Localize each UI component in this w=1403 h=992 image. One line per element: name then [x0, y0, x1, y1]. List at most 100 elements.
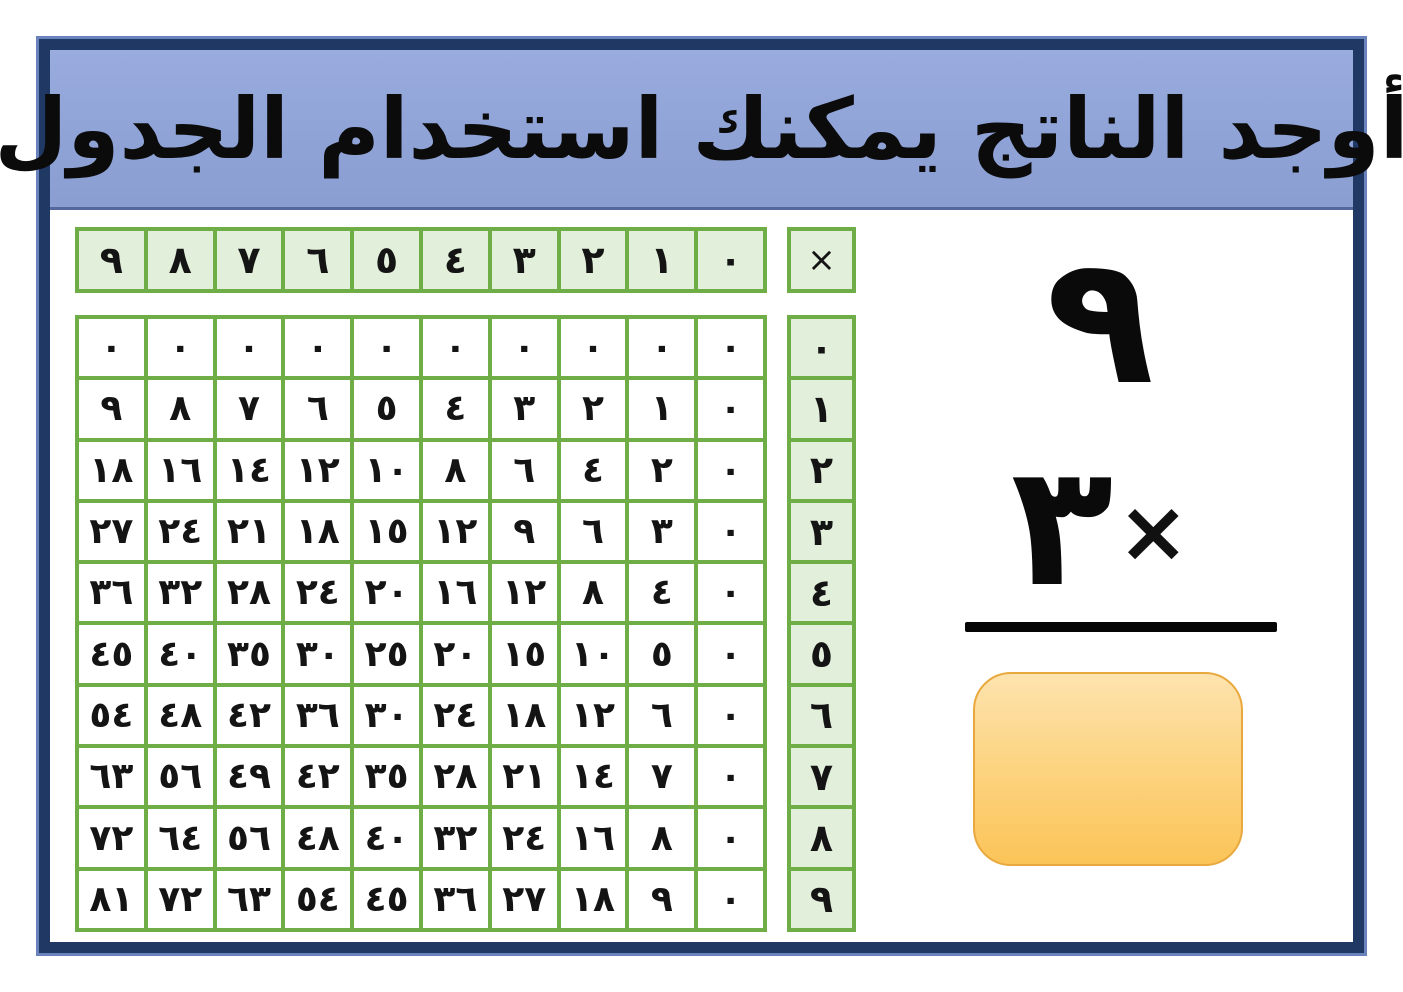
table-cell: ٤: [421, 378, 490, 440]
table-cell: ٠: [696, 378, 765, 440]
table-cell: ٦٣: [77, 746, 146, 808]
table-cell: ٩: [489, 500, 559, 563]
table-cell: ١٢: [489, 562, 559, 624]
table-cell: ٢٧: [77, 500, 146, 563]
table-cell: ٤٥: [352, 868, 421, 930]
table-cell: ١٦: [145, 439, 215, 501]
column-header-cell: ١: [627, 229, 697, 291]
table-cell: ١٢: [421, 500, 490, 563]
table-cell: ٦: [627, 684, 697, 747]
table-cell: ٠: [421, 317, 490, 379]
title-banner: أوجد الناتج يمكنك استخدام الجدول: [0, 50, 1403, 210]
table-cell: ٨: [558, 562, 628, 624]
table-cell: ١٨: [283, 500, 353, 563]
row-header-cell: ٨: [789, 807, 854, 869]
problem-top-operand: ٩: [1045, 217, 1155, 424]
table-cell: ١٨: [558, 868, 628, 930]
table-cell: ٥: [352, 378, 421, 440]
row-header-cell: ٢: [789, 439, 854, 501]
row-header-cell: ٩: [789, 868, 854, 930]
table-cell: ٤: [627, 562, 697, 624]
table-cell: ٠: [214, 317, 284, 379]
column-header-cell: ٠: [696, 229, 765, 291]
table-cell: ١٠: [352, 439, 421, 501]
column-header-cell: ٩: [77, 229, 146, 291]
table-cell: ٥٤: [77, 684, 146, 747]
table-cell: ٢١: [489, 746, 559, 808]
table-cell: ٠: [558, 317, 628, 379]
answer-box[interactable]: [973, 672, 1243, 866]
table-cell: ٣٥: [214, 623, 284, 685]
table-cell: ٤٨: [283, 807, 353, 869]
table-cell: ١٥: [352, 500, 421, 563]
table-cell: ٣٦: [283, 684, 353, 747]
table-cell: ٧: [214, 378, 284, 440]
table-cell: ٣٠: [283, 623, 353, 685]
table-cell: ٤٢: [283, 746, 353, 808]
column-header-cell: ٣: [489, 229, 559, 291]
table-cell: ٤: [558, 439, 628, 501]
row-header-cell: ٦: [789, 684, 854, 747]
table-cell: ٢٠: [352, 562, 421, 624]
table-cell: ٨: [421, 439, 490, 501]
table-cell: ٠: [696, 439, 765, 501]
table-cell: ٢٨: [214, 562, 284, 624]
table-cell: ٩: [627, 868, 697, 930]
column-header-cell: ٢: [558, 229, 628, 291]
table-cell: ٢٤: [421, 684, 490, 747]
table-cell: ١: [627, 378, 697, 440]
table-cell: ٤٩: [214, 746, 284, 808]
table-cell: ١٤: [214, 439, 284, 501]
column-header-cell: ٨: [145, 229, 215, 291]
table-cell: ١٦: [421, 562, 490, 624]
table-cell: ٣٦: [77, 562, 146, 624]
column-header-cell: ٧: [214, 229, 284, 291]
answer-line: [965, 622, 1277, 632]
table-cell: ٢٤: [145, 500, 215, 563]
table-cell: ١٢: [283, 439, 353, 501]
table-cell: ٦٤: [145, 807, 215, 869]
table-cell: ٨: [145, 378, 215, 440]
table-cell: ٩: [77, 378, 146, 440]
table-cell: ٧٢: [145, 868, 215, 930]
table-cell: ٢٤: [283, 562, 353, 624]
table-cell: ٠: [627, 317, 697, 379]
table-cell: ٣: [489, 378, 559, 440]
multiply-icon: ×: [807, 240, 836, 280]
table-cell: ٢٨: [421, 746, 490, 808]
table-cell: ٠: [696, 807, 765, 869]
table-cell: ١٨: [77, 439, 146, 501]
table-cell: ٠: [696, 562, 765, 624]
column-header-cell: ٤: [421, 229, 490, 291]
table-cell: ٠: [696, 868, 765, 930]
table-cell: ٠: [696, 500, 765, 563]
table-cell: ٣٥: [352, 746, 421, 808]
row-header-cell: ٤: [789, 562, 854, 624]
table-cell: ٥: [627, 623, 697, 685]
table-cell: ٧٢: [77, 807, 146, 869]
table-cell: ٠: [77, 317, 146, 379]
table-cell: ٣٢: [421, 807, 490, 869]
column-header-cell: ٥: [352, 229, 421, 291]
table-cell: ١٨: [489, 684, 559, 747]
table-cell: ٧: [627, 746, 697, 808]
table-cell: ١٥: [489, 623, 559, 685]
table-cell: ٤٥: [77, 623, 146, 685]
multiplication-table-body: ٠ ٠ ٠ ٠ ٠ ٠ ٠ ٠ ٠ ٠ ٠ ١ ٢ ٣ ٤ ٥ ٦ ٧ ٨ ٩ ٠ ٢ ٤ ٦ ٨ ١٠ ١٢ ١٤ ١٦ ١٨ ٠ ٣ ٦ ٩ ١…: [75, 315, 767, 932]
problem-bottom-row: ٣ ×: [930, 442, 1270, 610]
table-cell: ٠: [696, 746, 765, 808]
table-cell: ٣٠: [352, 684, 421, 747]
table-cell: ٦: [283, 378, 353, 440]
table-cell: ٠: [696, 317, 765, 379]
table-cell: ٨: [627, 807, 697, 869]
table-cell: ٥٦: [214, 807, 284, 869]
problem-bottom-operand: ٣: [1010, 428, 1114, 624]
row-header-cell: ٠: [789, 317, 854, 379]
table-cell: ١٤: [558, 746, 628, 808]
table-cell: ١٠: [558, 623, 628, 685]
table-cell: ٤٨: [145, 684, 215, 747]
table-cell: ٣٢: [145, 562, 215, 624]
